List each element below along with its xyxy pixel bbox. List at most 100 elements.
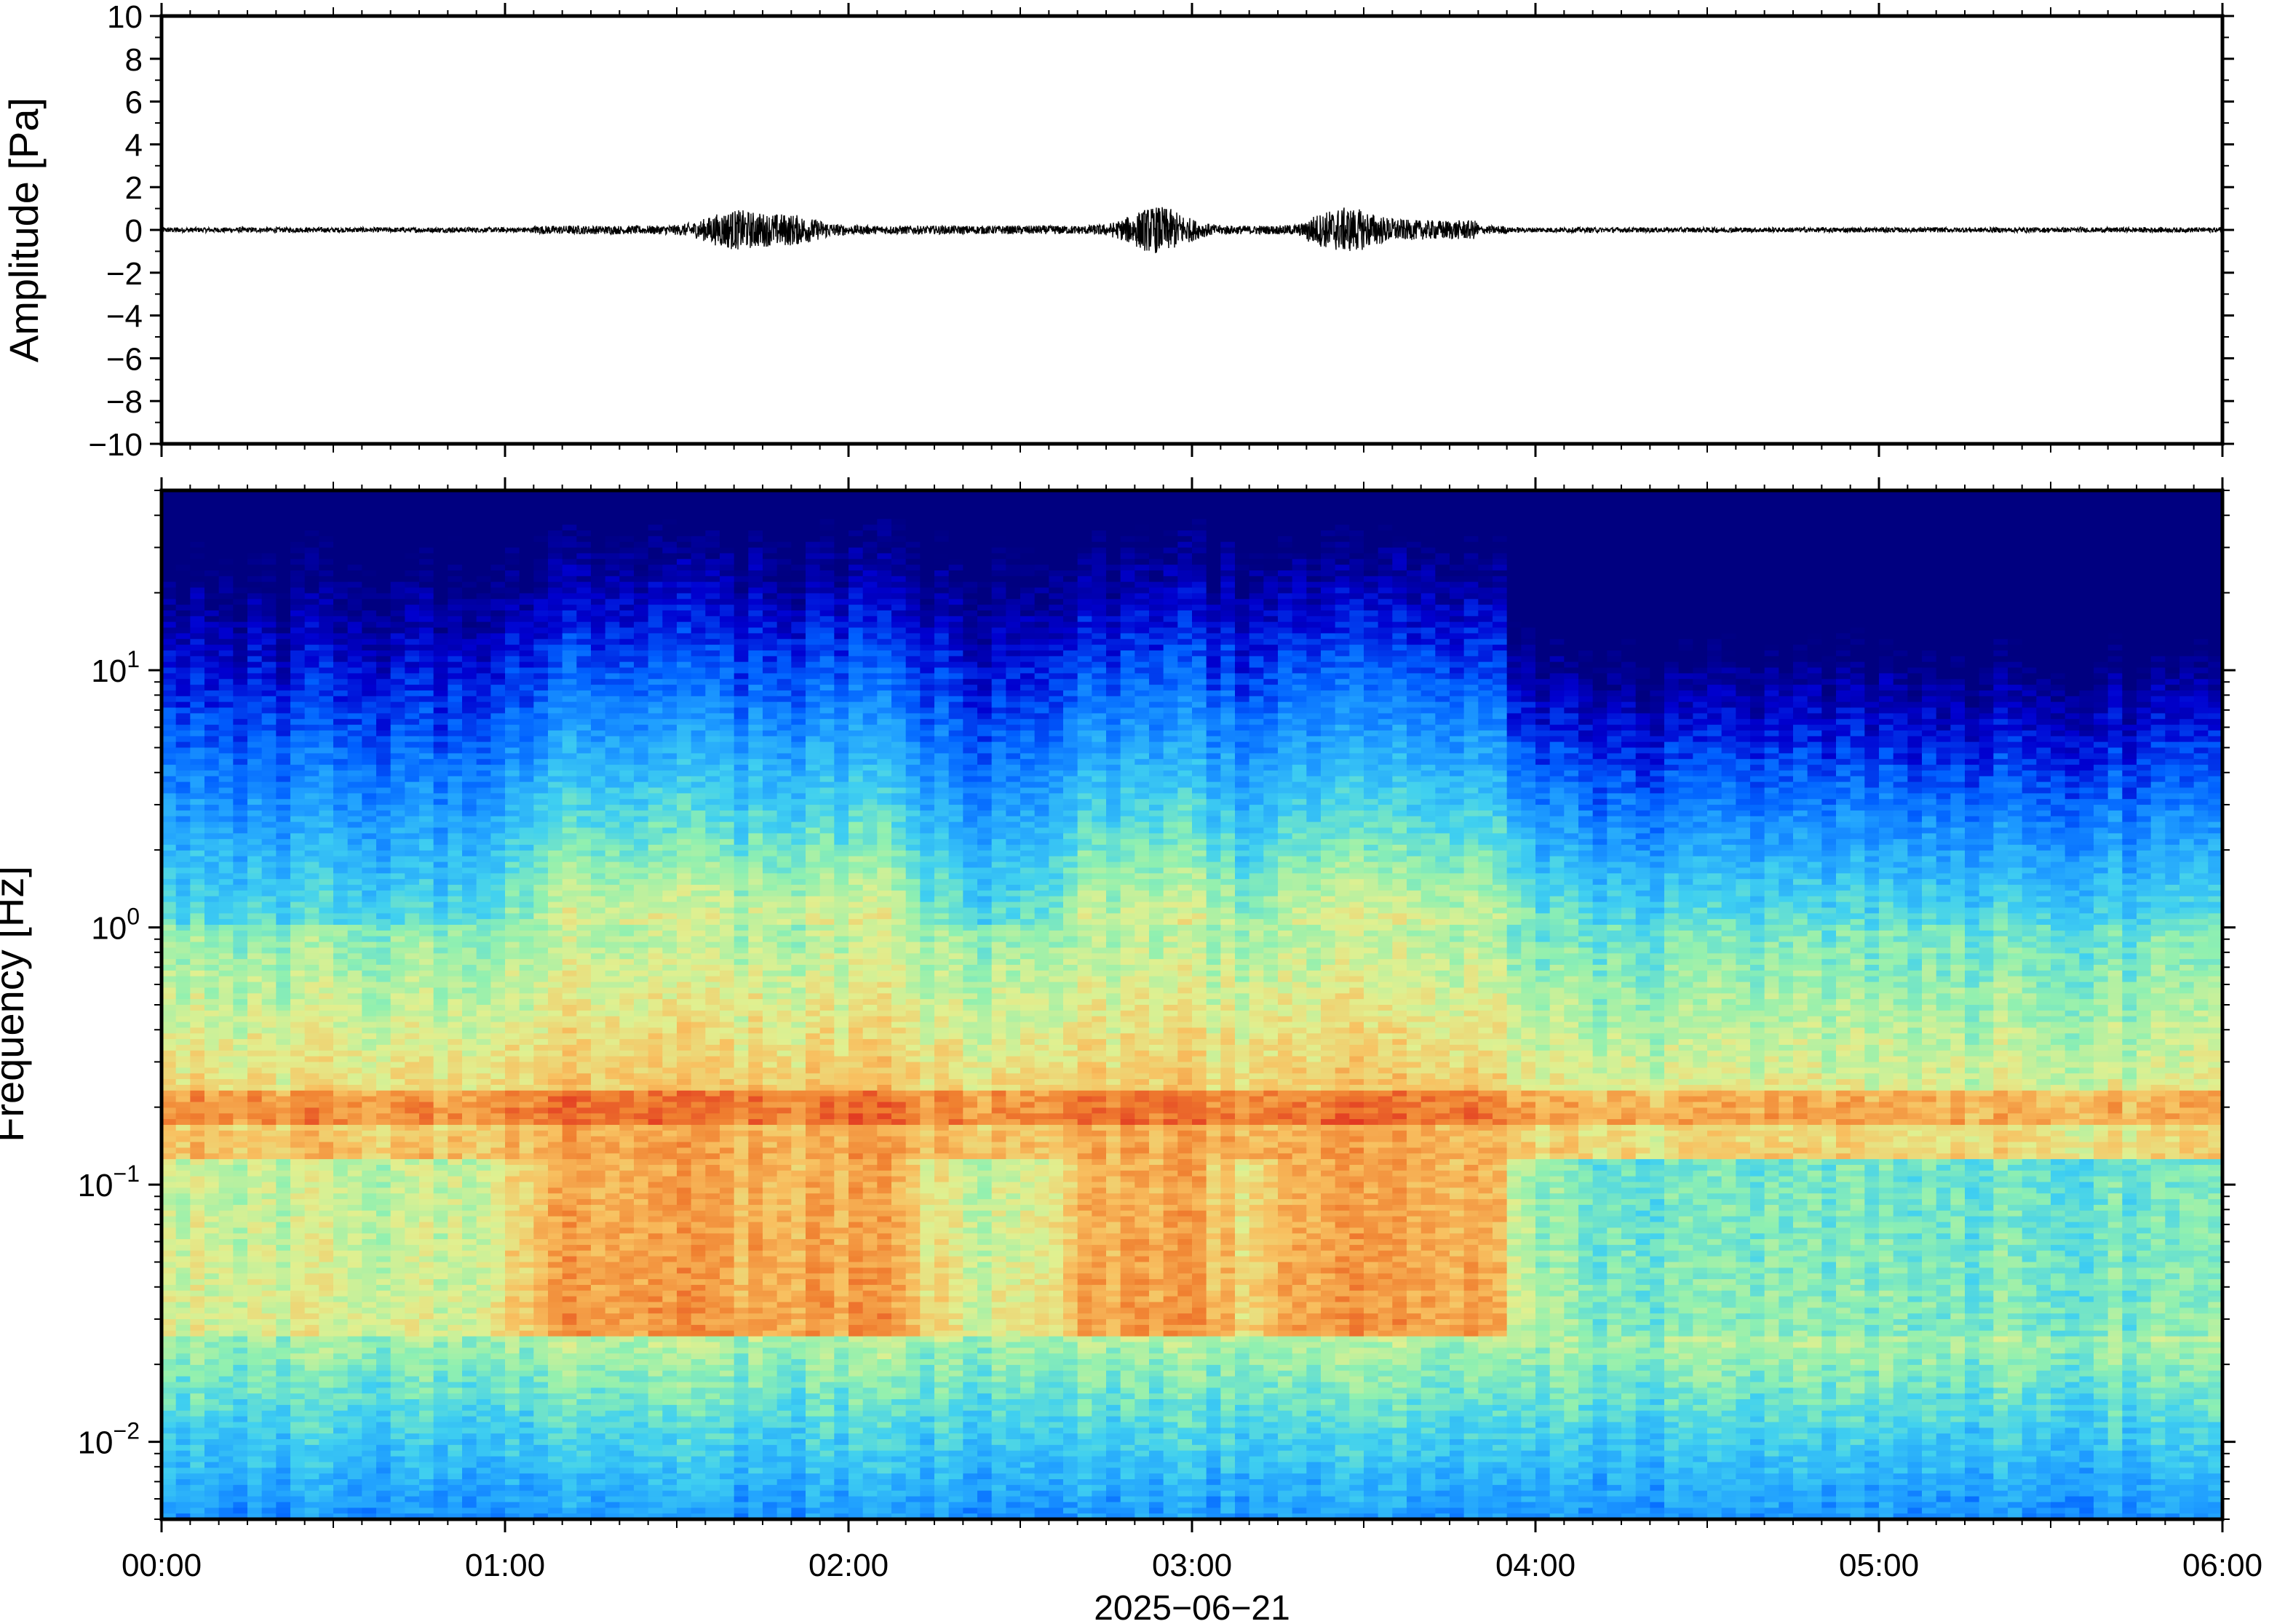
spectrogram-cell (348, 936, 362, 942)
spectrogram-cell (162, 953, 176, 959)
spectrogram-cell (391, 1359, 405, 1365)
spectrogram-cell (247, 999, 262, 1005)
spectrogram-cell (362, 513, 376, 519)
spectrogram-cell (290, 622, 305, 628)
spectrogram-cell (204, 1193, 219, 1199)
spectrogram-cell (162, 1342, 176, 1348)
spectrogram-cell (247, 1171, 262, 1177)
spectrogram-cell (305, 576, 319, 582)
spectrogram-cell (190, 1205, 204, 1211)
spectrogram-cell (290, 987, 305, 993)
spectrogram-cell (305, 1182, 319, 1188)
spectrogram-cell (290, 508, 305, 514)
spectrogram-cell (348, 1147, 362, 1153)
spectrogram-cell (290, 628, 305, 634)
spectrogram-cell (333, 799, 348, 805)
spectrogram-cell (376, 1142, 391, 1148)
spectrogram-cell (262, 593, 277, 599)
spectrogram-cell (376, 1262, 391, 1268)
spectrogram-cell (276, 508, 290, 514)
spectrogram-cell (319, 1462, 333, 1468)
spectrogram-cell (190, 1233, 204, 1239)
spectrogram-cell (290, 1027, 305, 1033)
spectrogram-cell (319, 1227, 333, 1233)
spectrogram-cell (219, 1171, 234, 1177)
spectrogram-cell (262, 1182, 277, 1188)
spectrogram-cell (247, 1182, 262, 1188)
spectrogram-cell (319, 1353, 333, 1359)
spectrogram-cell (276, 1267, 290, 1273)
spectrogram-cell (319, 845, 333, 851)
spectrogram-cell (262, 1285, 277, 1291)
spectrogram-cell (247, 1217, 262, 1222)
spectrogram-cell (333, 1187, 348, 1193)
spectrogram-cell (204, 1508, 219, 1513)
spectrogram-cell (276, 582, 290, 588)
spectrogram-cell (247, 496, 262, 502)
spectrogram-cell (276, 1393, 290, 1399)
spectrogram-cell (176, 1371, 191, 1377)
spectrogram-cell (376, 742, 391, 748)
spectrogram-cell (233, 931, 247, 936)
spectrogram-cell (319, 690, 333, 696)
spectrogram-cell (362, 565, 376, 570)
spectrogram-cell (219, 525, 234, 530)
spectrogram-cell (362, 1445, 376, 1451)
spectrogram-cell (162, 1359, 176, 1365)
spectrogram-cell (247, 1473, 262, 1479)
spectrogram-cell (162, 1137, 176, 1142)
spectrogram-cell (319, 902, 333, 908)
spectrogram-cell (190, 1171, 204, 1177)
spectrogram-cell (305, 1011, 319, 1016)
spectrogram-cell (376, 816, 391, 822)
spectrogram-cell (362, 593, 376, 599)
spectrogram-cell (219, 599, 234, 605)
spectrogram-cell (362, 1033, 376, 1039)
spectrogram-cell (333, 1033, 348, 1039)
spectrogram-cell (376, 1342, 391, 1348)
spectrogram-cell (233, 656, 247, 662)
spectrogram-cell (233, 1433, 247, 1439)
spectrogram-cell (362, 536, 376, 542)
spectrogram-cell (262, 902, 277, 908)
spectrogram-cell (262, 982, 277, 988)
spectrogram-cell (247, 1245, 262, 1251)
spectrogram-cell (391, 885, 405, 891)
spectrogram-cell (376, 1291, 391, 1297)
spectrogram-cell (190, 496, 204, 502)
spectrogram-cell (219, 645, 234, 650)
spectrogram-cell (162, 1222, 176, 1228)
spectrogram-cell (276, 565, 290, 570)
spectrogram-cell (376, 1056, 391, 1062)
spectrogram-cell (219, 708, 234, 714)
spectrogram-cell (333, 736, 348, 742)
spectrogram-cell (276, 896, 290, 902)
spectrogram-cell (162, 1422, 176, 1428)
spectrogram-cell (319, 656, 333, 662)
spectrogram-cell (333, 536, 348, 542)
spectrogram-cell (376, 1211, 391, 1217)
spectrogram-cell (376, 873, 391, 879)
spectrogram-cell (290, 862, 305, 868)
spectrogram-cell (247, 1508, 262, 1513)
spectrogram-cell (219, 1399, 234, 1405)
spectrogram-cell (247, 993, 262, 999)
spectrogram-cell (190, 679, 204, 685)
spectrogram-cell (391, 530, 405, 536)
spectrogram-cell (233, 530, 247, 536)
spectrogram-cell (247, 1417, 262, 1422)
spectrogram-cell (162, 805, 176, 811)
spectrogram-cell (305, 879, 319, 885)
spectrogram-cell (348, 628, 362, 634)
spectrogram-cell (290, 1182, 305, 1188)
spectrogram-cell (290, 931, 305, 936)
spectrogram-cell (319, 513, 333, 519)
spectrogram-cell (391, 1445, 405, 1451)
spectrogram-cell (204, 1479, 219, 1485)
spectrogram-cell (305, 1227, 319, 1233)
spectrogram-cell (162, 1085, 176, 1091)
spectrogram-cell (262, 1177, 277, 1182)
spectrogram-cell (362, 748, 376, 754)
spectrogram-cell (319, 1262, 333, 1268)
spectrogram-cell (190, 931, 204, 936)
